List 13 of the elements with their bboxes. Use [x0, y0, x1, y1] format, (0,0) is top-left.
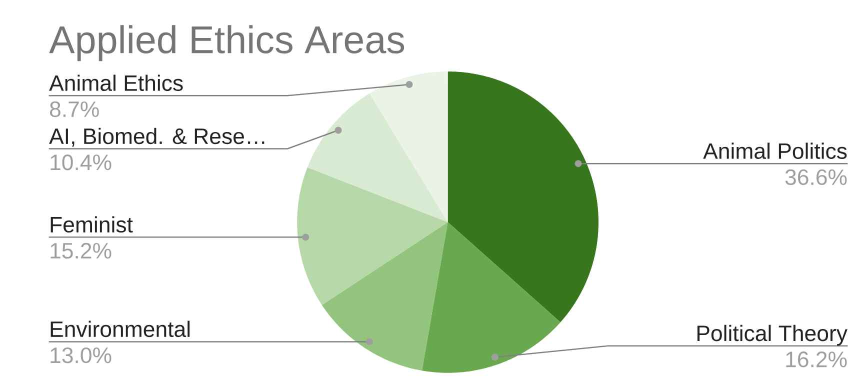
- slice-label: Political Theory: [697, 324, 848, 346]
- data-label: 10.4%: [50, 154, 112, 170]
- data-label: 16.2%: [786, 351, 847, 368]
- slice-label: AI, Biomed. & Rese…: [49, 128, 264, 147]
- data-label: 15.2%: [50, 242, 112, 259]
- data-label: 36.6%: [785, 169, 847, 185]
- slice-label: Feminist: [50, 216, 133, 232]
- slice-label: Animal Politics: [703, 142, 847, 159]
- data-label: 13.0%: [50, 347, 112, 364]
- slice-label: Animal Ethics: [49, 74, 183, 91]
- data-label: 8.7%: [50, 101, 99, 117]
- slice-label: Environmental: [50, 320, 190, 337]
- chart-title: Applied Ethics Areas: [49, 25, 404, 62]
